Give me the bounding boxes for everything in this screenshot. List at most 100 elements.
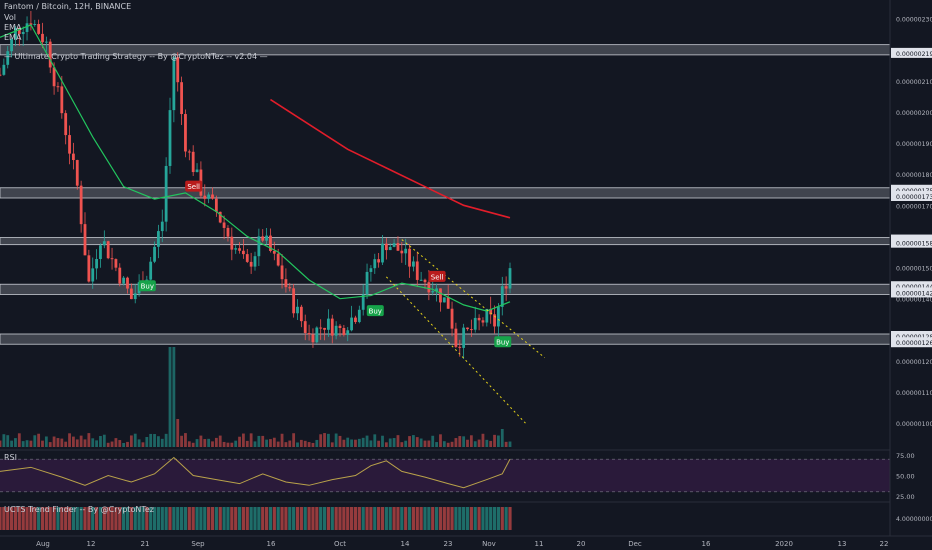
trend-bar	[91, 507, 95, 530]
candle-body	[187, 151, 191, 153]
volume-bar	[172, 347, 176, 447]
trend-bar	[237, 507, 242, 530]
trend-bar	[504, 507, 508, 530]
price-tag-bg-15	[891, 331, 932, 341]
price-tag-bg-12	[891, 281, 932, 292]
candle-body	[392, 243, 396, 247]
candle-body	[466, 327, 469, 330]
candle-body	[357, 309, 361, 323]
sr-zone-2	[0, 237, 891, 246]
rsi-tick-label-1: 50.00	[896, 473, 915, 481]
trend-bar	[2, 507, 6, 530]
volume-bar	[168, 347, 172, 447]
volume-bar	[350, 439, 353, 447]
candle-body	[102, 241, 106, 246]
x-tick-label-3: Sep	[191, 540, 205, 548]
candle-body	[361, 294, 365, 310]
candle-body	[276, 253, 280, 266]
volume-bar	[141, 442, 145, 447]
volume-bar	[415, 437, 419, 447]
candle-body	[442, 297, 446, 303]
trend-bar	[48, 507, 52, 530]
candle-body	[226, 227, 230, 237]
candle-body	[184, 114, 187, 152]
volume-bar	[230, 442, 234, 447]
volume-bar	[195, 439, 199, 447]
candle-body	[245, 254, 249, 262]
volume-bar	[180, 435, 183, 447]
candle-body	[234, 248, 238, 250]
volume-bar	[72, 436, 75, 447]
candle-body	[106, 241, 110, 259]
x-tick-label-15: 22	[880, 540, 889, 548]
volume-bar	[164, 433, 168, 447]
candle-body	[400, 250, 404, 254]
volume-bar	[187, 441, 191, 447]
candle-body	[29, 23, 33, 25]
trend-bar	[288, 507, 292, 530]
price-tag-bg-10	[891, 237, 932, 248]
volume-bar	[137, 439, 141, 447]
trend-bar	[25, 507, 29, 530]
trend-bar	[253, 507, 257, 530]
trend-bar	[52, 507, 56, 530]
candle-body	[381, 243, 384, 263]
y-tick-label-5: 0.00000180	[896, 172, 932, 179]
x-tick-label-1: 12	[87, 540, 96, 548]
trend-bar	[21, 507, 25, 530]
trend-bar	[6, 507, 10, 530]
trend-bar	[102, 507, 106, 530]
sr-zone-3	[0, 283, 891, 295]
candle-body	[292, 288, 296, 314]
price-tag-bg-7	[891, 191, 932, 201]
volume-bar	[462, 436, 466, 447]
candle-body	[419, 279, 423, 281]
y-tick-label-10: 0.00000158	[896, 241, 932, 248]
trend-bar	[29, 507, 33, 530]
volume-bar	[493, 434, 496, 447]
candle-body	[191, 151, 195, 173]
candle-body	[473, 317, 477, 330]
volume-bar	[307, 442, 311, 447]
trend-bar	[164, 507, 168, 530]
trend-bar	[0, 507, 2, 530]
x-tick-label-6: 14	[401, 540, 410, 548]
volume-bar	[207, 438, 211, 447]
volume-bar	[153, 434, 156, 447]
candle-body	[311, 334, 315, 343]
candle-body	[330, 318, 334, 336]
trend-bar	[319, 507, 323, 530]
trend-bar	[195, 507, 199, 530]
candle-body	[323, 327, 326, 330]
trend-finder-label: UCTS Trend Finder -- By @CryptoNTez	[4, 505, 154, 514]
trend-bar	[149, 507, 153, 530]
trend-bar	[500, 507, 504, 530]
candle-body	[48, 41, 52, 68]
volume-bar	[253, 441, 257, 447]
trend-bar	[210, 507, 215, 530]
candle-body	[118, 267, 122, 284]
price-tag-bg-16	[891, 337, 932, 348]
trend-bar	[392, 507, 396, 530]
candle-body	[2, 64, 6, 75]
candle-body	[257, 236, 261, 257]
y-tick-label-1: 0.00000219	[896, 51, 932, 58]
trend-bar	[419, 507, 423, 530]
trend-bar	[40, 507, 45, 530]
trend-bar	[338, 507, 342, 530]
trend-bar	[245, 507, 249, 530]
trend-bar	[407, 507, 412, 530]
candle-body	[172, 57, 176, 111]
volume-bar	[477, 439, 481, 447]
trend-bar	[284, 507, 288, 530]
trend-bar	[60, 507, 64, 530]
volume-bar	[458, 436, 462, 447]
trend-bar	[44, 507, 48, 530]
channel-lower-line	[386, 276, 526, 424]
candle-body	[288, 287, 292, 289]
trend-bar	[411, 507, 416, 530]
candle-body	[164, 165, 168, 222]
candle-body	[369, 268, 373, 272]
trend-bar	[199, 507, 203, 530]
